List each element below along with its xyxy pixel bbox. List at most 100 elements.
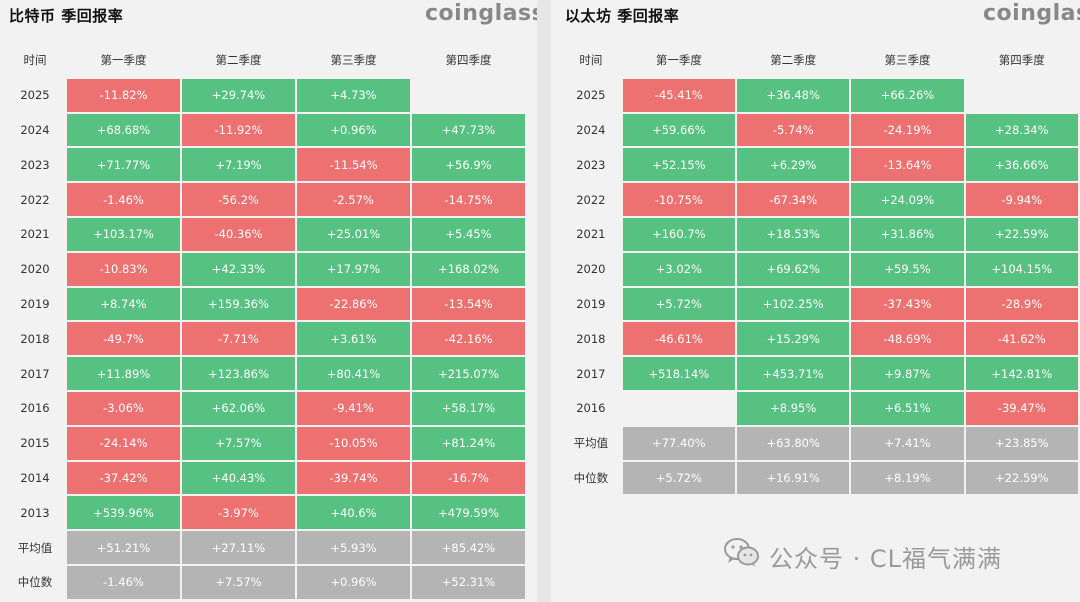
row-label: 2022 <box>576 192 606 207</box>
panel-title: 以太坊 季回报率 <box>565 7 680 25</box>
returns-table: 时间 第一季度 第二季度 第三季度 第四季度 2025 -11.82% +29.74% +4.… <box>3 42 527 601</box>
table-row: 2023 +52.15% +6.29% -13.64% +36.66% <box>561 148 1078 182</box>
panel-title: 比特币 季回报率 <box>9 7 124 25</box>
return-cell: -10.75% <box>622 183 736 216</box>
return-cell: +123.86% <box>182 357 295 390</box>
return-cell: -39.74% <box>297 461 410 495</box>
return-cell: +7.57% <box>182 565 295 599</box>
return-cell: +17.97% <box>297 252 410 286</box>
return-cell: -2.57% <box>297 183 410 216</box>
return-cell: +4.73% <box>297 78 410 112</box>
return-cell: -3.06% <box>67 391 180 425</box>
return-cell: +3.02% <box>622 252 736 286</box>
return-cell: +215.07% <box>412 357 525 390</box>
column-header-quarter: 第四季度 <box>998 53 1045 68</box>
return-cell: +5.93% <box>297 531 410 564</box>
column-header-quarter: 第三季度 <box>884 53 931 68</box>
stat-row: 中位数 -1.46% +7.57% +0.96% +52.31% <box>5 565 525 599</box>
returns-table: 时间 第一季度 第二季度 第三季度 第四季度 2025 -45.41% +36.48% +66… <box>559 42 1080 496</box>
eth-quarterly-returns-panel: 以太坊 季回报率 coinglass 时间 第一季度 第二季度 第三季度 第四季度 20… <box>551 0 1080 602</box>
return-cell: -39.47% <box>965 391 1078 425</box>
column-header-quarter: 第二季度 <box>215 53 262 68</box>
return-cell: -11.54% <box>297 148 410 182</box>
coinglass-logo: coinglass <box>983 1 1080 26</box>
btc-quarterly-returns-panel: 比特币 季回报率 coinglass 时间 第一季度 第二季度 第三季度 第四季度 20… <box>0 0 537 602</box>
column-header-quarter: 第一季度 <box>655 53 702 68</box>
empty-cell <box>623 392 735 425</box>
table-row: 2017 +11.89% +123.86% +80.41% +215.07% <box>5 357 525 390</box>
return-cell: +22.59% <box>965 461 1078 495</box>
stat-row: 中位数 +5.72% +16.91% +8.19% +22.59% <box>561 461 1078 495</box>
row-label: 2018 <box>576 331 606 346</box>
column-header-quarter: 第二季度 <box>770 53 817 68</box>
table-row: 2021 +103.17% -40.36% +25.01% +5.45% <box>5 217 525 251</box>
return-cell: +11.89% <box>67 357 180 390</box>
row-label: 2024 <box>20 122 50 137</box>
return-cell: -40.36% <box>182 217 295 251</box>
table-row: 2020 -10.83% +42.33% +17.97% +168.02% <box>5 252 525 286</box>
return-cell: +68.68% <box>67 113 180 147</box>
row-label: 2014 <box>20 470 50 485</box>
return-cell: +18.53% <box>737 217 850 251</box>
return-cell: +52.31% <box>412 565 525 599</box>
return-cell: -22.86% <box>297 287 410 321</box>
return-cell: -14.75% <box>412 183 525 216</box>
return-cell: +42.33% <box>182 252 295 286</box>
return-cell: -10.05% <box>297 426 410 460</box>
row-label: 2025 <box>576 88 606 103</box>
return-cell: +36.48% <box>737 78 850 112</box>
row-label: 2024 <box>576 122 606 137</box>
return-cell: +160.7% <box>622 217 736 251</box>
return-cell: +69.62% <box>737 252 850 286</box>
empty-cell <box>412 79 525 112</box>
return-cell: +31.86% <box>851 217 964 251</box>
return-cell: +142.81% <box>965 357 1078 390</box>
return-cell: +0.96% <box>297 565 410 599</box>
return-cell: +168.02% <box>412 252 525 286</box>
return-cell: +85.42% <box>412 531 525 564</box>
row-label: 2016 <box>576 401 606 416</box>
return-cell: +77.40% <box>622 426 736 460</box>
return-cell: +16.91% <box>737 461 850 495</box>
return-cell: +62.06% <box>182 391 295 425</box>
return-cell: -16.7% <box>412 461 525 495</box>
table-row: 2018 -46.61% +15.29% -48.69% -41.62% <box>561 322 1078 356</box>
table-row: 2020 +3.02% +69.62% +59.5% +104.15% <box>561 252 1078 286</box>
table-row: 2022 -1.46% -56.2% -2.57% -14.75% <box>5 183 525 216</box>
return-cell: -45.41% <box>622 78 736 112</box>
row-label: 2015 <box>20 436 50 451</box>
return-cell: +15.29% <box>737 322 850 356</box>
row-label: 2017 <box>20 366 50 381</box>
return-cell: +5.72% <box>622 287 736 321</box>
return-cell: -37.42% <box>67 461 180 495</box>
row-label: 2019 <box>576 296 606 311</box>
table-row: 2019 +8.74% +159.36% -22.86% -13.54% <box>5 287 525 321</box>
stat-row: 平均值 +77.40% +63.80% +7.41% +23.85% <box>561 426 1078 460</box>
return-cell: -1.46% <box>67 565 180 599</box>
return-cell: +7.41% <box>851 426 964 460</box>
return-cell: +63.80% <box>737 426 850 460</box>
return-cell: +59.66% <box>622 113 736 147</box>
return-cell: +71.77% <box>67 148 180 182</box>
row-label: 2013 <box>20 505 50 520</box>
column-header-quarter: 第四季度 <box>445 53 492 68</box>
return-cell: +5.72% <box>622 461 736 495</box>
row-label: 2023 <box>20 157 50 172</box>
return-cell: -28.9% <box>965 287 1078 321</box>
row-label: 平均值 <box>17 540 53 555</box>
return-cell: +52.15% <box>622 148 736 182</box>
return-cell: +453.71% <box>737 357 850 390</box>
coinglass-logo: coinglass <box>425 1 537 26</box>
table-row: 2025 -45.41% +36.48% +66.26% <box>561 78 1078 112</box>
return-cell: +539.96% <box>67 496 180 530</box>
table-row: 2022 -10.75% -67.34% +24.09% -9.94% <box>561 183 1078 216</box>
return-cell: +40.6% <box>297 496 410 530</box>
return-cell: -11.82% <box>67 78 180 112</box>
wechat-watermark: 公众号 · CL福气满满 <box>723 537 1002 575</box>
row-label: 2021 <box>576 227 606 242</box>
return-cell: -3.97% <box>182 496 295 530</box>
return-cell: -24.14% <box>67 426 180 460</box>
return-cell: +7.19% <box>182 148 295 182</box>
return-cell: -13.54% <box>412 287 525 321</box>
return-cell: -11.92% <box>182 113 295 147</box>
